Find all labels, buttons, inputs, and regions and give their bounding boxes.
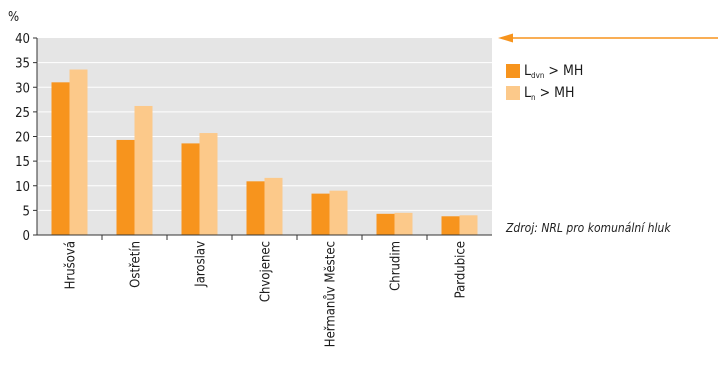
y-axis: 0 5 10 15 20 25 30 35 40	[15, 32, 38, 244]
legend-label-rest: > MH	[535, 84, 575, 101]
x-tick-label: Hrušová	[64, 241, 79, 289]
legend-subscript: dvn	[531, 70, 545, 80]
x-tick-label: Ostřetín	[129, 241, 144, 288]
bar-ldvn	[51, 82, 70, 235]
y-tick-label: 25	[15, 106, 30, 121]
y-tick-label: 35	[15, 57, 30, 72]
bar-ldvn	[376, 213, 395, 235]
bar-ldvn	[181, 143, 200, 235]
bar-ln	[459, 215, 478, 235]
y-tick-label: 30	[15, 81, 30, 96]
x-tick-label: Pardubice	[454, 241, 469, 298]
y-tick-label: 10	[15, 180, 30, 195]
bar-ldvn	[116, 139, 135, 235]
legend-item-ldvn: Ldvn > MH	[506, 60, 583, 82]
bar-ldvn	[311, 193, 330, 235]
x-axis: Hrušová Ostřetín Jaroslav Chvojenec Heřmanův…	[37, 234, 492, 347]
legend-label-rest: > MH	[544, 62, 584, 79]
x-tick-label: Jaroslav	[194, 241, 209, 288]
y-tick-label: 5	[23, 204, 30, 219]
legend-swatch-ln	[506, 86, 520, 100]
legend: Ldvn > MH Ln > MH	[506, 60, 583, 104]
bar-ln	[134, 105, 153, 235]
y-unit-label: %	[8, 10, 19, 25]
x-tick-label: Chrudim	[389, 241, 404, 291]
bar-ln	[264, 177, 283, 235]
x-tick-label: Chvojenec	[259, 241, 274, 302]
bar-ln	[199, 133, 218, 235]
y-tick-label: 20	[15, 131, 30, 146]
y-tick-label: 0	[23, 229, 30, 244]
legend-swatch-ldvn	[506, 64, 520, 78]
bars	[51, 69, 478, 236]
bar-ln	[329, 190, 348, 235]
bar-chart: 0 5 10 15 20 25 30 35 40 Hrušová Ostřetín Jaroslav…	[8, 10, 492, 347]
left-arrow-icon	[498, 33, 718, 43]
source-note: Zdroj: NRL pro komunální hluk	[506, 221, 671, 235]
x-tick-label: Heřmanův Městec	[324, 241, 339, 347]
legend-item-ln: Ln > MH	[506, 82, 583, 104]
bar-ldvn	[441, 216, 460, 235]
bar-ldvn	[246, 181, 265, 235]
bar-ln	[394, 212, 413, 235]
y-tick-label: 40	[15, 32, 30, 47]
legend-label: L	[524, 84, 532, 101]
legend-label: L	[524, 62, 532, 79]
y-tick-label: 15	[15, 155, 30, 170]
bar-ln	[69, 69, 88, 236]
legend-subscript: n	[531, 92, 536, 102]
